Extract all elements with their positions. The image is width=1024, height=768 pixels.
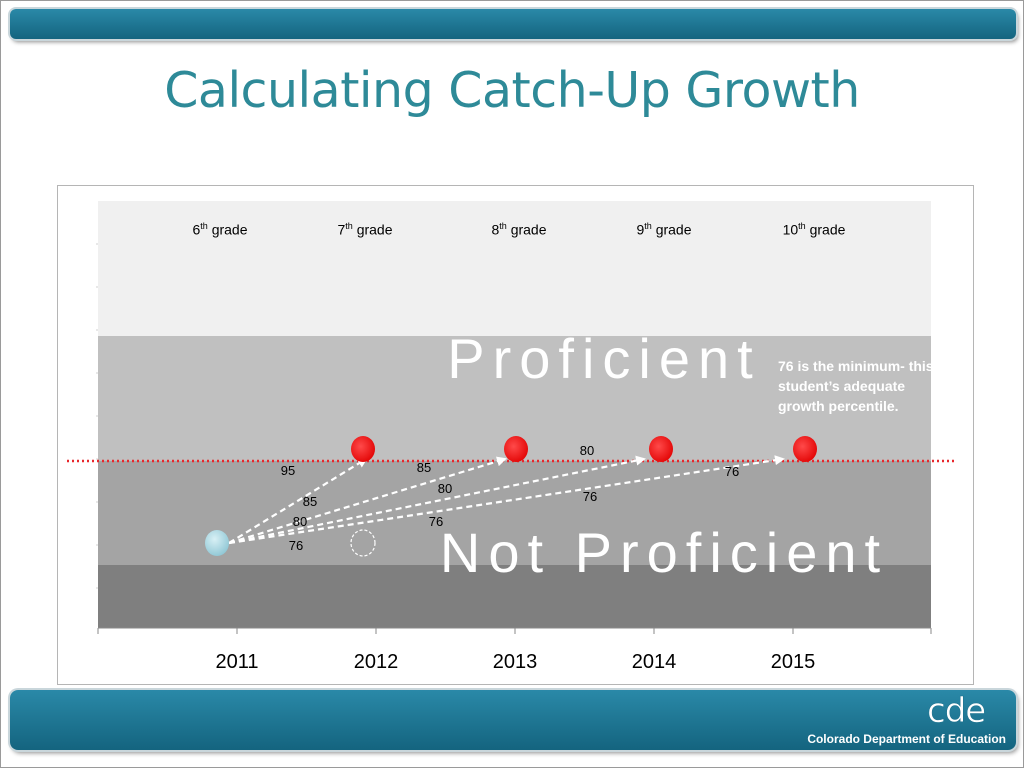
not-proficient-band [98, 461, 931, 565]
grade-label: 7th grade [337, 221, 393, 238]
path-percentile-label: 76 [289, 538, 303, 553]
growth-path-arrow [228, 457, 368, 544]
organization-name: Colorado Department of Education [807, 732, 1006, 746]
path-percentile-label: 76 [725, 464, 739, 479]
target-marker [793, 436, 817, 462]
target-marker [351, 436, 375, 462]
path-percentile-label: 85 [303, 494, 317, 509]
lowest-band [98, 565, 931, 628]
x-tick-label: 2013 [493, 651, 538, 673]
path-percentile-label: 76 [429, 514, 443, 529]
x-tick-label: 2014 [632, 651, 677, 673]
x-tick-label: 2015 [771, 651, 816, 673]
header-bar [10, 9, 1016, 39]
target-marker [504, 436, 528, 462]
footer-bar [10, 690, 1016, 750]
svg-text:cde: cde [927, 693, 985, 729]
grade-label: 6th grade [192, 221, 248, 238]
grade-label: 9th grade [636, 221, 692, 238]
callout-note: 76 is the minimum- this student’s adequa… [778, 358, 934, 414]
grade-label: 8th grade [491, 221, 547, 238]
path-percentile-label: 95 [281, 463, 295, 478]
growth-path-arrow [228, 456, 507, 545]
path-percentile-label: 76 [583, 489, 597, 504]
path-percentile-label: 80 [293, 514, 307, 529]
slide-title: Calculating Catch-Up Growth [164, 62, 860, 119]
empty-marker [350, 529, 376, 557]
path-percentile-label: 85 [417, 460, 431, 475]
x-tick-label: 2012 [354, 651, 399, 673]
not-proficient-zone-label: Not Proficient [440, 521, 888, 584]
growth-path-arrow [228, 455, 785, 545]
target-marker [649, 436, 673, 462]
start-marker [205, 530, 229, 556]
path-percentile-label: 80 [438, 481, 452, 496]
grade-label: 10th grade [782, 221, 846, 238]
growth-path-arrow [228, 455, 646, 545]
top-band [98, 201, 931, 336]
path-percentile-label: 80 [580, 443, 594, 458]
x-tick-label: 2011 [215, 651, 258, 673]
cde-logo: cde [927, 693, 987, 729]
proficient-zone-label: Proficient [447, 327, 760, 390]
